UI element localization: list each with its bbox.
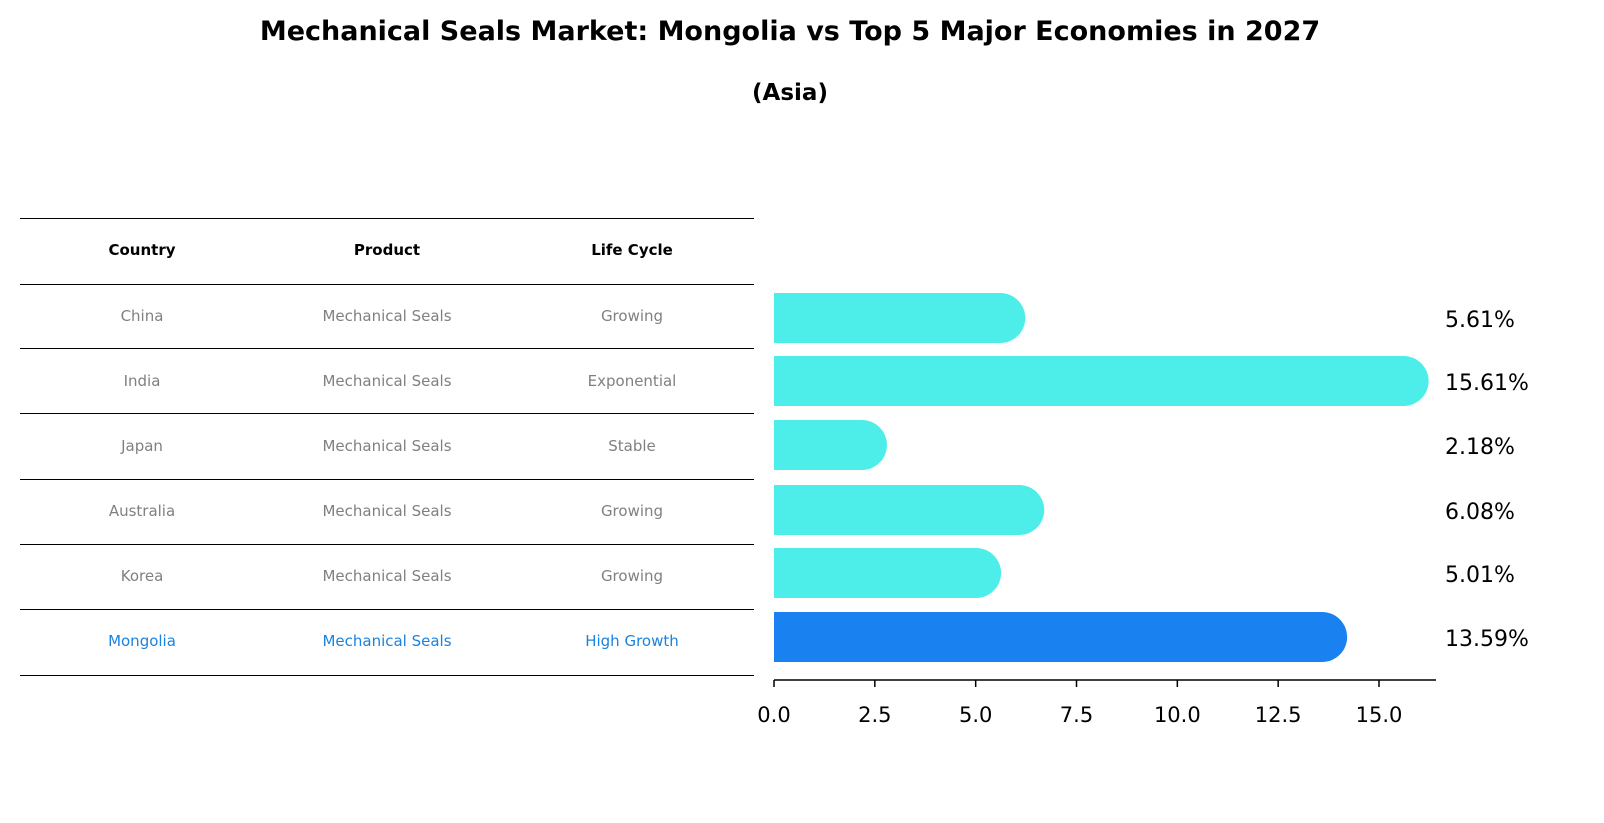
value-label: 5.61% — [1445, 308, 1515, 333]
table-header: Life Cycle — [591, 241, 673, 259]
table-cell: Korea — [120, 567, 164, 585]
bar-japan — [774, 420, 887, 470]
table-header: Product — [353, 241, 421, 259]
table-cell: Mechanical Seals — [322, 567, 452, 585]
table-rule — [20, 284, 754, 285]
table-cell: Mechanical Seals — [322, 307, 452, 325]
table-rule — [20, 218, 754, 219]
table-cell: Growing — [600, 307, 664, 325]
table-cell: Japan — [121, 437, 163, 455]
value-label: 13.59% — [1445, 627, 1529, 652]
bar-korea — [774, 548, 1002, 598]
table-cell: Stable — [608, 437, 656, 455]
value-label: 15.61% — [1445, 371, 1529, 396]
value-label: 2.18% — [1445, 435, 1515, 460]
chart-subtitle: (Asia) — [752, 80, 828, 106]
table-rule — [20, 609, 754, 610]
x-tick-label: 12.5 — [1255, 703, 1302, 727]
table-cell: Growing — [600, 567, 664, 585]
table-cell: Mechanical Seals — [322, 437, 452, 455]
table-rule — [20, 675, 754, 676]
bar-australia — [774, 485, 1045, 535]
table-cell: Growing — [600, 502, 664, 520]
x-tick-label: 5.0 — [959, 703, 992, 727]
x-tick-label: 10.0 — [1154, 703, 1201, 727]
table-cell: Mechanical Seals — [322, 372, 452, 390]
table-cell: India — [123, 372, 161, 390]
x-tick-label: 7.5 — [1060, 703, 1093, 727]
bar-india — [774, 356, 1429, 406]
table-rule — [20, 348, 754, 349]
chart-title: Mechanical Seals Market: Mongolia vs Top… — [259, 16, 1321, 47]
x-tick-label: 2.5 — [858, 703, 891, 727]
value-label: 6.08% — [1445, 500, 1515, 525]
table-cell: Mongolia — [108, 632, 176, 650]
value-label: 5.01% — [1445, 563, 1515, 588]
bar-mongolia — [774, 612, 1348, 662]
table-cell: China — [120, 307, 164, 325]
table-cell: High Growth — [585, 632, 679, 650]
table-rule — [20, 544, 754, 545]
table-cell: Australia — [108, 502, 176, 520]
table-rule — [20, 479, 754, 480]
bar-china — [774, 293, 1026, 343]
x-tick-label: 0.0 — [757, 703, 790, 727]
table-cell: Mechanical Seals — [322, 502, 452, 520]
table-rule — [20, 413, 754, 414]
table-header: Country — [108, 241, 176, 259]
table-cell: Mechanical Seals — [322, 632, 452, 650]
table-cell: Exponential — [587, 372, 677, 390]
x-tick-label: 15.0 — [1356, 703, 1403, 727]
